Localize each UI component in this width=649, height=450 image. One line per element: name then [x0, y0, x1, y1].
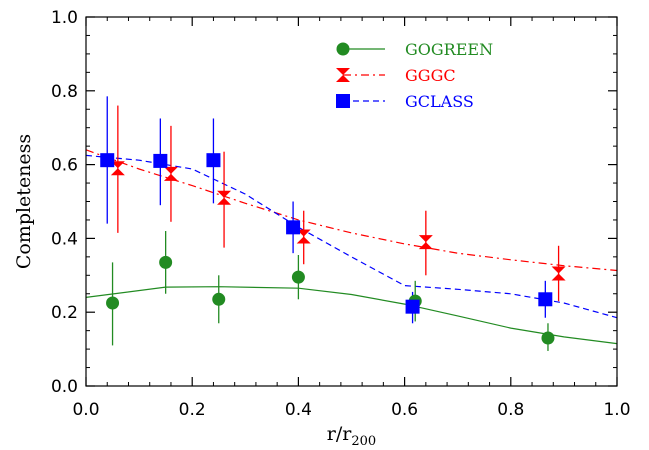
legend-label-gogreen: GOGREEN [405, 40, 493, 59]
point-gogreen [541, 331, 555, 345]
legend: GOGREEN GGGC GCLASS [336, 40, 493, 111]
x-tick-label: 1.0 [603, 400, 630, 420]
x-tick-label: 0.8 [497, 400, 524, 420]
x-tick-label: 0.0 [72, 400, 99, 420]
point-gogreen [106, 296, 120, 310]
point-gclass [286, 220, 301, 235]
axis-ticks [85, 16, 618, 387]
legend-marker-gggc [336, 68, 350, 82]
curve-gclass [85, 154, 618, 319]
y-tick-label: 0.4 [51, 229, 78, 249]
axis-tick-labels: 0.0 0.2 0.4 0.6 0.8 1.0 0.0 0.2 0.4 0.6 0.8 1.0 [51, 8, 631, 420]
legend-marker-gclass [336, 94, 350, 108]
x-tick-label: 0.4 [285, 400, 312, 420]
point-gggc [110, 161, 125, 176]
y-tick-label: 0.0 [51, 377, 78, 397]
point-gggc [217, 190, 232, 205]
point-gogreen [159, 255, 173, 269]
x-tick-label: 0.2 [179, 400, 206, 420]
point-gclass [153, 153, 168, 168]
point-gggc [163, 166, 178, 181]
legend-marker-gogreen [336, 42, 350, 56]
curve-gogreen [85, 286, 618, 345]
data-markers [100, 153, 566, 345]
x-axis-title-main: r/r [327, 423, 352, 445]
x-axis-title-subscript: 200 [351, 434, 376, 449]
point-gclass [405, 299, 420, 314]
y-axis-title: Completeness [13, 134, 35, 269]
point-gogreen [212, 292, 226, 306]
point-gclass [100, 153, 115, 168]
x-tick-label: 0.6 [391, 400, 418, 420]
error-bars [106, 96, 560, 351]
plot-frame [85, 16, 618, 387]
legend-label-gggc: GGGC [405, 66, 456, 85]
point-gggc [551, 266, 566, 281]
x-axis-title: r/r200 [327, 423, 376, 449]
y-tick-label: 1.0 [51, 8, 78, 28]
y-tick-label: 0.8 [51, 82, 78, 102]
legend-label-gclass: GCLASS [405, 92, 474, 111]
point-gclass [538, 292, 553, 307]
point-gclass [206, 153, 221, 168]
y-tick-label: 0.6 [51, 156, 78, 176]
point-gogreen [291, 270, 305, 284]
point-gggc [418, 235, 433, 250]
y-tick-label: 0.2 [51, 303, 78, 323]
point-gggc [296, 229, 311, 244]
